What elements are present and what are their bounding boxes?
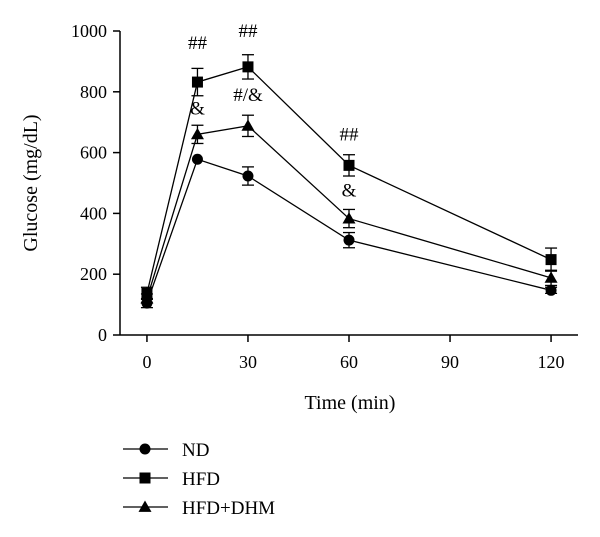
legend-label: HFD	[182, 469, 220, 490]
legend-marker	[138, 500, 152, 512]
data-point	[343, 234, 355, 246]
significance-label: ##	[188, 33, 208, 54]
data-point	[191, 76, 203, 88]
legend-item: HFD+DHM	[123, 498, 275, 519]
y-tick-label: 200	[80, 264, 107, 284]
significance-label: ##	[238, 21, 258, 42]
significance-label: &	[190, 99, 205, 120]
legend-label: HFD+DHM	[182, 498, 275, 519]
plot-area: 0 200 400 600 800 1000 0 30 60 90 120 ## ## ## & #/& & ND…	[71, 21, 578, 519]
significance-label: ##	[340, 124, 360, 145]
x-tick-label: 120	[538, 352, 565, 372]
legend-item: ND	[123, 440, 209, 461]
y-axis-title: Glucose (mg/dL)	[20, 114, 42, 251]
significance-label: #/&	[233, 85, 263, 106]
data-point	[343, 159, 355, 171]
y-tick-label: 1000	[71, 21, 107, 41]
legend-marker	[139, 472, 151, 484]
data-point	[342, 212, 356, 224]
data-point	[545, 284, 557, 296]
data-point	[241, 119, 255, 131]
x-tick-label: 90	[441, 352, 459, 372]
data-point	[190, 127, 204, 140]
x-axis-title: Time (min)	[305, 392, 396, 414]
data-point	[544, 271, 558, 283]
data-point	[191, 153, 203, 165]
legend-label: ND	[182, 440, 209, 461]
x-tick-label: 60	[340, 352, 358, 372]
series-nd	[140, 153, 558, 309]
y-tick-label: 600	[80, 143, 107, 163]
series-hfd	[140, 54, 558, 301]
x-tick-label: 0	[142, 352, 151, 372]
x-tick-label: 30	[239, 352, 257, 372]
data-point	[140, 292, 154, 304]
data-point	[242, 61, 254, 73]
legend-marker	[139, 443, 151, 455]
legend-item: HFD	[123, 469, 220, 490]
y-tick-label: 0	[98, 325, 107, 345]
y-tick-label: 400	[80, 203, 107, 223]
y-tick-label: 800	[80, 82, 107, 102]
significance-label: &	[342, 181, 357, 202]
series-hfd-dhm	[140, 114, 558, 304]
data-point	[242, 170, 254, 182]
data-point	[545, 254, 557, 266]
